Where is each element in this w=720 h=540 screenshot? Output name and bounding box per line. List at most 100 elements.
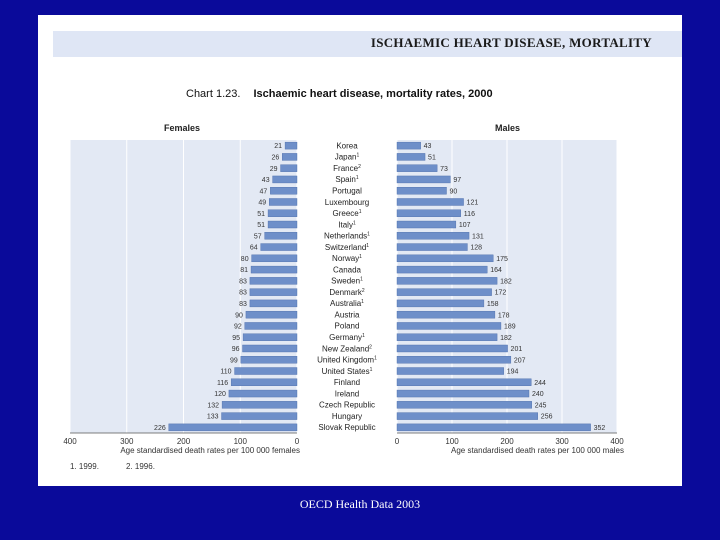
males-bar xyxy=(396,367,504,375)
males-bar xyxy=(396,209,461,217)
males-bar xyxy=(396,254,494,263)
females-value-label: 51 xyxy=(257,211,265,218)
country-label: Portugal xyxy=(332,187,362,196)
males-bar xyxy=(396,198,464,206)
country-label: Spain1 xyxy=(335,175,358,184)
country-footnote-marker: 1 xyxy=(357,153,360,159)
country-footnote-marker: 1 xyxy=(360,277,363,283)
males-tick-label: 200 xyxy=(500,437,514,446)
males-tick-label: 0 xyxy=(395,437,400,446)
country-label: Germany1 xyxy=(329,333,365,342)
country-label: Korea xyxy=(336,141,358,150)
females-value-label: 110 xyxy=(220,369,231,376)
males-bar xyxy=(396,356,512,364)
country-label: United Kingdom1 xyxy=(317,356,377,365)
males-bar xyxy=(396,220,457,229)
country-label: Slovak Republic xyxy=(318,423,375,432)
males-bar xyxy=(396,299,485,308)
country-label: Ireland xyxy=(335,389,359,398)
males-value-label: 43 xyxy=(424,143,432,150)
country-label: New Zealand2 xyxy=(322,344,372,353)
females-bar xyxy=(280,164,298,172)
males-bar xyxy=(396,141,421,150)
males-value-label: 182 xyxy=(500,278,512,285)
males-bar xyxy=(396,164,438,172)
females-tick-label: 100 xyxy=(234,437,248,446)
males-value-label: 194 xyxy=(507,369,519,376)
males-value-label: 90 xyxy=(450,188,458,195)
country-label: Denmark2 xyxy=(329,288,364,297)
females-bar xyxy=(244,322,298,330)
males-bar xyxy=(396,153,426,161)
source-caption: OECD Health Data 2003 xyxy=(299,497,421,511)
country-label: Switzerland1 xyxy=(325,243,369,252)
males-bar xyxy=(396,389,530,398)
country-footnote-marker: 2 xyxy=(362,288,365,294)
footnote-1: 1. 1999. xyxy=(70,462,99,471)
country-footnote-marker: 1 xyxy=(367,232,370,238)
females-bar xyxy=(245,310,298,319)
females-value-label: 49 xyxy=(258,200,266,207)
females-bar xyxy=(230,378,298,386)
country-label: France2 xyxy=(333,164,361,173)
males-bar xyxy=(396,175,451,184)
males-tick-label: 400 xyxy=(610,437,624,446)
slide-title: ISCHAEMIC HEART DISEASE, MORTALITY xyxy=(370,35,652,50)
males-value-label: 244 xyxy=(534,380,546,387)
country-footnote-marker: 1 xyxy=(353,220,356,226)
males-tick-label: 100 xyxy=(445,437,459,446)
females-bar xyxy=(249,277,298,285)
males-bar xyxy=(396,423,591,432)
females-value-label: 47 xyxy=(260,188,268,195)
males-value-label: 172 xyxy=(495,290,507,297)
country-label: Netherlands1 xyxy=(324,232,370,241)
females-bar xyxy=(249,288,298,296)
females-bar xyxy=(270,187,298,195)
females-bar xyxy=(242,333,298,341)
males-bar xyxy=(396,401,532,409)
males-value-label: 207 xyxy=(514,357,526,364)
males-bar xyxy=(396,187,447,195)
females-bar xyxy=(267,209,298,217)
males-panel-label: Males xyxy=(495,123,521,133)
males-bar xyxy=(396,243,468,251)
males-value-label: 245 xyxy=(535,402,547,409)
females-value-label: 21 xyxy=(274,143,282,150)
males-value-label: 116 xyxy=(464,211,475,218)
country-footnote-marker: 1 xyxy=(359,254,362,260)
country-footnote-marker: 1 xyxy=(362,333,365,339)
country-label: Czech Republic xyxy=(319,401,375,410)
females-axis-title: Age standardised death rates per 100 000… xyxy=(120,446,300,455)
females-bar xyxy=(251,254,298,263)
footnote-2: 2. 1996. xyxy=(126,462,155,471)
females-value-label: 95 xyxy=(232,335,240,342)
females-tick-label: 300 xyxy=(120,437,134,446)
females-bar xyxy=(249,299,298,308)
males-value-label: 158 xyxy=(487,301,499,308)
males-axis-title: Age standardised death rates per 100 000… xyxy=(451,446,624,455)
males-value-label: 131 xyxy=(472,233,484,240)
females-value-label: 81 xyxy=(240,267,248,274)
header-band xyxy=(53,31,682,57)
males-value-label: 189 xyxy=(504,324,516,331)
females-value-label: 92 xyxy=(234,324,242,331)
country-label: Sweden1 xyxy=(331,277,363,286)
females-value-label: 83 xyxy=(239,301,247,308)
females-value-label: 43 xyxy=(262,177,270,184)
males-value-label: 97 xyxy=(453,177,461,184)
males-value-label: 121 xyxy=(467,200,479,207)
males-bar xyxy=(396,232,470,240)
females-bar xyxy=(242,344,298,353)
country-footnote-marker: 2 xyxy=(358,164,361,170)
country-footnote-marker: 1 xyxy=(359,209,362,215)
females-value-label: 29 xyxy=(270,166,278,173)
females-value-label: 120 xyxy=(214,391,226,398)
females-panel-label: Females xyxy=(164,123,201,133)
females-bar xyxy=(221,401,298,409)
males-value-label: 178 xyxy=(498,312,510,319)
females-bar xyxy=(234,367,298,375)
males-bar xyxy=(396,265,488,274)
country-label: Poland xyxy=(335,322,360,331)
females-value-label: 83 xyxy=(239,290,247,297)
